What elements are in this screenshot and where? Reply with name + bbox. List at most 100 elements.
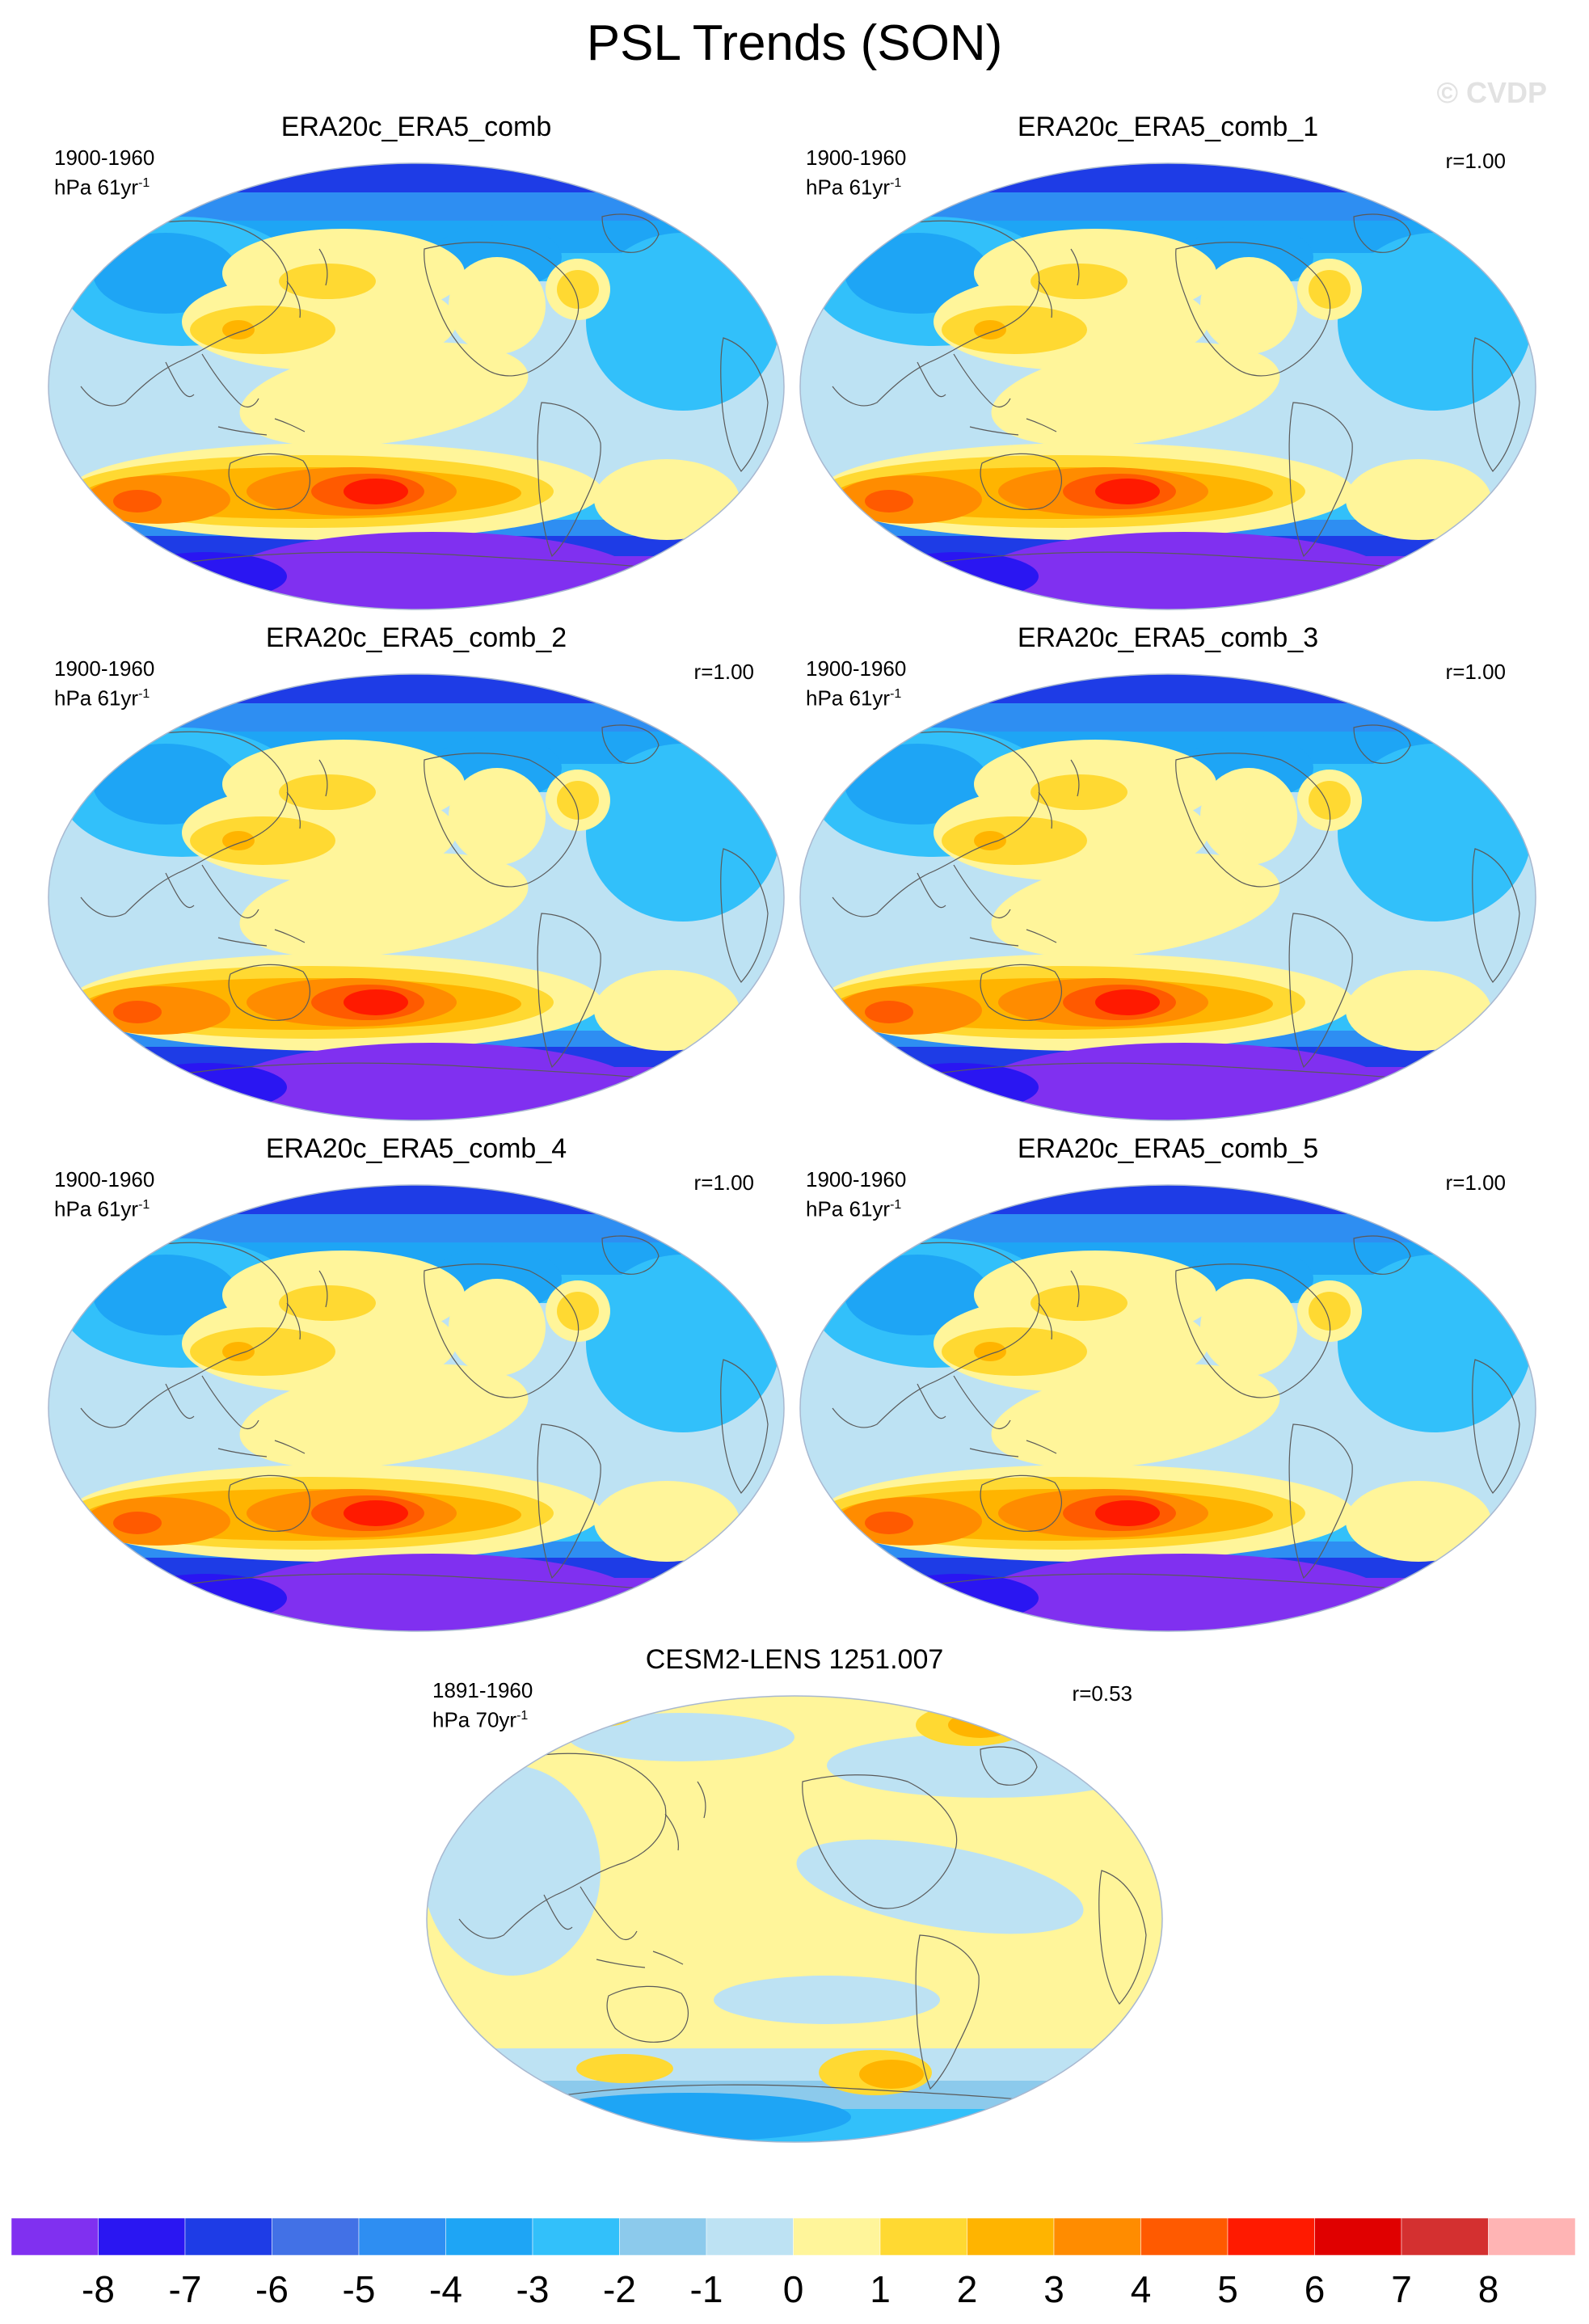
anomaly-south-atlantic xyxy=(1346,459,1491,540)
panel-units-line: hPa 61yr-1 xyxy=(54,171,154,200)
anomaly-southern-belt xyxy=(344,479,408,504)
anomaly-southern-belt xyxy=(1095,989,1160,1015)
coastline xyxy=(80,731,289,917)
anomaly-pacific xyxy=(1031,264,1127,299)
anomaly-atlantic xyxy=(586,744,780,922)
anomaly-south-atlantic xyxy=(594,459,740,540)
band-south xyxy=(427,2048,1162,2081)
coastline xyxy=(424,1263,580,1398)
panel-meta: 1900-1960 hPa 61yr-1 xyxy=(54,146,154,200)
anomaly-southern-belt xyxy=(865,1512,913,1534)
colorbar-label: -6 xyxy=(255,2268,289,2310)
coastline xyxy=(601,213,660,253)
contour-field xyxy=(427,1696,1162,2142)
anomaly-pacific xyxy=(239,342,529,447)
anomaly-atlantic xyxy=(1309,781,1351,820)
band-polar-north xyxy=(48,1185,784,1214)
anomaly-southern-belt xyxy=(1095,1500,1160,1526)
coastline xyxy=(537,913,601,1069)
watermark: © CVDP xyxy=(1436,76,1547,109)
anomaly-pacific xyxy=(991,342,1280,447)
colorbar-label: 1 xyxy=(870,2268,891,2310)
panel-units: hPa 61yr xyxy=(806,685,891,711)
coastline xyxy=(165,1375,259,1430)
main-title: PSL Trends (SON) xyxy=(586,15,1003,71)
contour-field xyxy=(800,1185,1536,1631)
panel-units: hPa 61yr xyxy=(54,1196,139,1221)
anomaly-eurasia xyxy=(93,233,238,314)
colorbar: -8 -7 -6 -5 -4 -3 -2 -1 0 1 2 3 4 5 6 7 8 xyxy=(11,2217,1576,2310)
anomaly-pacific xyxy=(796,1839,1084,1934)
anomaly-pacific xyxy=(222,831,255,850)
anomaly-pacific xyxy=(991,1364,1280,1469)
anomaly-south-atlantic xyxy=(594,1481,740,1562)
anomaly-southern-belt xyxy=(865,490,913,512)
anomaly-antarctic xyxy=(125,1574,287,1622)
anomaly-pacific xyxy=(239,1364,529,1469)
anomaly-atlantic xyxy=(1309,1292,1351,1331)
coastline xyxy=(601,724,660,764)
anomaly-eurasia xyxy=(845,1255,990,1335)
anomaly-pacific xyxy=(1031,774,1127,810)
anomaly-southern-belt xyxy=(113,1001,162,1023)
anomaly-antarctic xyxy=(877,1063,1039,1111)
colorbar-box xyxy=(1488,2217,1576,2256)
coastline xyxy=(980,1474,1062,1532)
anomaly-north-america xyxy=(449,257,546,354)
colorbar-label: -3 xyxy=(516,2268,550,2310)
coastline xyxy=(217,1440,306,1457)
panel-units-exponent: -1 xyxy=(890,687,902,701)
colorbar-box xyxy=(272,2217,360,2256)
coastlines xyxy=(832,1235,1520,1595)
panel-title: ERA20c_ERA5_comb_4 xyxy=(265,1133,567,1164)
contour-field xyxy=(800,674,1536,1120)
colorbar-label: 4 xyxy=(1131,2268,1152,2310)
panel-correlation: r=0.53 xyxy=(1072,1681,1132,1706)
panel-period: 1900-1960 xyxy=(806,1167,907,1192)
panel-units: hPa 61yr xyxy=(806,1196,891,1221)
map-panel: ERA20c_ERA5_comb_4 1900-1960 hPa 61yr-1 … xyxy=(44,1133,788,1634)
map-era xyxy=(48,1184,785,1632)
coastline xyxy=(1038,759,1080,829)
contour-field xyxy=(800,163,1536,609)
coastline xyxy=(173,1573,692,1595)
anomaly-atlantic xyxy=(586,233,780,411)
panel-units-line: hPa 61yr-1 xyxy=(54,1192,154,1222)
anomaly-atlantic xyxy=(557,1292,599,1331)
anomaly-pacific xyxy=(279,774,376,810)
anomaly-atlantic xyxy=(1338,1255,1532,1432)
colorbar-box xyxy=(98,2217,186,2256)
panel-units-line: hPa 61yr-1 xyxy=(806,1192,906,1222)
panel-title: ERA20c_ERA5_comb xyxy=(280,112,552,142)
contour-field xyxy=(48,1185,784,1631)
panel-period: 1900-1960 xyxy=(54,146,155,170)
map-era xyxy=(799,162,1536,610)
anomaly-atlantic xyxy=(586,1255,780,1432)
coastline xyxy=(969,929,1057,947)
panel-units: hPa 61yr xyxy=(54,175,139,200)
anomaly-southern-belt xyxy=(1095,479,1160,504)
band-high-north xyxy=(800,703,1536,732)
coastline xyxy=(1038,248,1080,318)
band-polar-north xyxy=(48,163,784,192)
panel-units-line: hPa 61yr-1 xyxy=(54,681,154,711)
colorbar-box xyxy=(619,2217,707,2256)
anomaly-north-america xyxy=(1200,768,1297,865)
contour-field xyxy=(48,674,784,1120)
panel-title: ERA20c_ERA5_comb_1 xyxy=(1017,112,1319,142)
coastline xyxy=(424,242,580,377)
coastline xyxy=(173,551,692,573)
coastline xyxy=(165,353,259,408)
band-high-north xyxy=(800,192,1536,221)
coastline xyxy=(925,1062,1444,1084)
anomaly-pacific xyxy=(222,1342,255,1361)
anomaly-pacific xyxy=(974,320,1006,340)
anomaly-southern xyxy=(576,2054,673,2083)
colorbar-box xyxy=(1314,2217,1402,2256)
coastline xyxy=(1472,337,1520,472)
coastline xyxy=(228,964,310,1021)
map-panel: ERA20c_ERA5_comb_2 1900-1960 hPa 61yr-1 … xyxy=(44,622,788,1124)
colorbar-label: -4 xyxy=(429,2268,462,2310)
colorbar-box xyxy=(11,2217,99,2256)
anomaly-south-atlantic xyxy=(1346,1481,1491,1562)
